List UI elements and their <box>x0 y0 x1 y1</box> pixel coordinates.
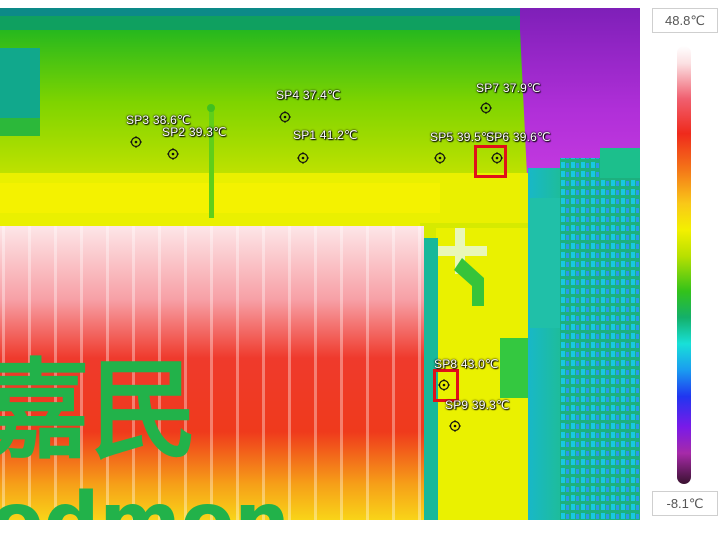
crosshair-circle-icon[interactable] <box>480 102 492 114</box>
thermal-image: 嘉民 odmon <box>0 8 640 520</box>
scale-min-label: -8.1℃ <box>652 491 718 516</box>
crosshair-circle-icon[interactable] <box>434 152 446 164</box>
spot-label-sp8: SP8 43.0℃ <box>434 357 499 371</box>
crosshair-circle-icon[interactable] <box>130 136 142 148</box>
spot-label-sp4: SP4 37.4℃ <box>276 88 341 102</box>
scale-max-label: 48.8℃ <box>652 8 718 33</box>
crosshair-circle-icon[interactable] <box>438 379 450 391</box>
crosshair-circle-icon[interactable] <box>279 111 291 123</box>
spot-label-sp1: SP1 41.2℃ <box>293 128 358 142</box>
spot-label-sp3: SP3 38.6℃ <box>126 113 191 127</box>
spot-label-sp5: SP5 39.5℃ <box>430 130 495 144</box>
color-scale-bar <box>677 46 691 484</box>
spot-label-sp6: SP6 39.6℃ <box>486 130 551 144</box>
crosshair-circle-icon[interactable] <box>297 152 309 164</box>
crosshair-circle-icon[interactable] <box>167 148 179 160</box>
sign-partial-text: odmon <box>0 477 290 520</box>
spot-highlight-sp8 <box>433 369 459 402</box>
crosshair-circle-icon[interactable] <box>449 420 461 432</box>
sign-chars: 嘉民 <box>0 349 198 474</box>
spot-label-sp7: SP7 37.9℃ <box>476 81 541 95</box>
spot-highlight-sp6 <box>474 145 507 178</box>
spot-label-sp9: SP9 39.3℃ <box>445 398 510 412</box>
spot-label-sp2: SP2 39.3℃ <box>162 125 227 139</box>
crosshair-circle-icon[interactable] <box>491 152 503 164</box>
